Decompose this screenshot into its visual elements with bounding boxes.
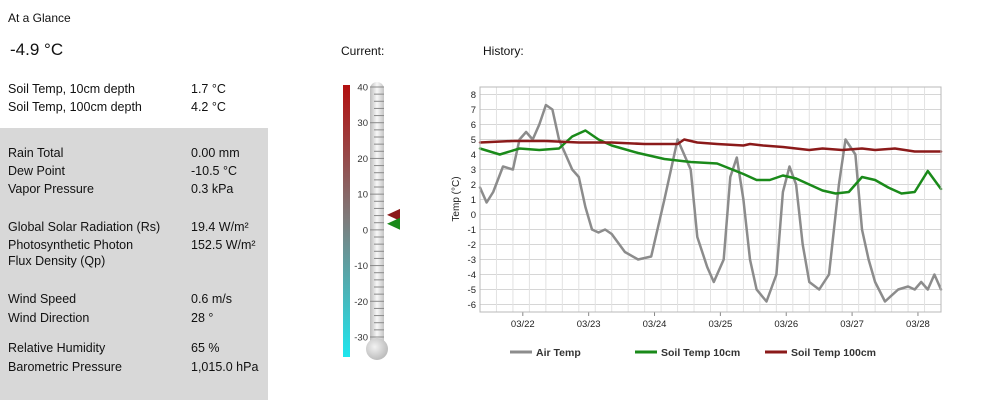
y-tick-label: 6 [471,120,476,131]
current-heading: Current: [341,44,385,58]
history-heading: History: [483,44,524,58]
y-tick-label: 5 [471,135,476,146]
y-tick-label: 0 [471,210,476,221]
reading-label: Relative Humidity [8,341,106,355]
legend-soil-temp-100cm-label: Soil Temp 100cm [791,347,876,359]
thermometer-bulb [366,338,388,360]
reading-value: 0.6 m/s [191,292,232,306]
soil-temp-10cm-line [478,129,943,195]
reading-value: 4.2 °C [191,100,226,114]
history-chart: 8 7 6 5 4 3 2 1 0 -1 -2 -3 -4 -5 -6 03/22 03/23 03/24 03/… [451,86,943,359]
x-tick-label: 03/23 [577,319,601,330]
thermometer-scale-label: -10 [354,261,368,272]
air-temp-line [478,103,943,303]
thermometer-scale-label: 0 [363,225,368,236]
reading-value: 1,015.0 hPa [191,360,259,374]
y-tick-label: -3 [468,255,476,266]
x-tick-label: 03/26 [774,319,798,330]
legend-soil-temp-10cm-label: Soil Temp 10cm [661,347,740,359]
thermometer-marker-soil-100cm [387,208,400,221]
thermometer-marker-soil-10cm [387,217,400,230]
thermometer-scale-label: -20 [354,297,368,308]
reading-row: Soil Temp, 100cm depth 4.2 °C [8,100,270,116]
reading-row: Dew Point -10.5 °C [8,164,270,180]
x-tick-label: 03/25 [708,319,732,330]
reading-label: Wind Direction [8,311,90,325]
y-tick-label: -4 [468,270,476,281]
reading-row: Photosynthetic Photon Flux Density (Qp) … [8,238,270,270]
plot-frame [479,86,942,313]
reading-value: 28 ° [191,311,214,325]
reading-value: -10.5 °C [191,164,237,178]
reading-row: Vapor Pressure 0.3 kPa [8,182,270,198]
reading-row: Global Solar Radiation (Rs) 19.4 W/m² [8,220,270,236]
reading-label: Wind Speed [8,292,77,306]
legend-air-temp-label: Air Temp [536,347,581,359]
y-tick-label: 1 [471,195,476,206]
thermometer-scale-label: 40 [357,83,368,94]
thermometer-gauge: 40 30 20 10 0 -10 -20 -30 [343,82,400,360]
y-tick-label: -2 [468,240,476,251]
reading-row: Relative Humidity 65 % [8,341,270,357]
reading-label: Dew Point [8,164,65,178]
reading-value: 65 % [191,341,220,355]
reading-value: 19.4 W/m² [191,220,249,234]
y-tick-label: 7 [471,105,476,116]
reading-row: Soil Temp, 10cm depth 1.7 °C [8,82,270,98]
y-tick-label: 4 [471,150,476,161]
reading-label: Rain Total [8,146,64,160]
reading-row: Wind Direction 28 ° [8,311,270,327]
details-background [0,128,268,400]
thermometer-scale-label: -30 [354,333,368,344]
x-tick-label: 03/22 [511,319,535,330]
reading-row: Barometric Pressure 1,015.0 hPa [8,360,270,376]
reading-label-continued: Flux Density (Qp) [8,254,106,268]
thermometer-scale-label: 10 [357,190,368,201]
x-tick-label: 03/27 [840,319,864,330]
reading-value: 0.00 mm [191,146,240,160]
reading-label: Soil Temp, 100cm depth [8,100,142,114]
y-axis-label: Temp (°C) [451,176,462,221]
soil-temp-100cm-line [478,138,943,153]
reading-label: Barometric Pressure [8,360,122,374]
reading-value: 0.3 kPa [191,182,234,196]
current-air-temp: -4.9 °C [10,40,64,59]
thermometer-scale-label: 20 [357,154,368,165]
y-tick-label: 2 [471,180,476,191]
reading-value: 152.5 W/m² [191,238,256,252]
thermometer-tube [370,82,384,348]
y-tick-label: -5 [468,285,476,296]
y-tick-label: 8 [471,90,476,101]
color-scale-bar [343,85,350,357]
reading-label: Photosynthetic Photon [8,238,134,252]
reading-label: Vapor Pressure [8,182,94,196]
y-tick-label: -6 [468,300,476,311]
reading-row: Rain Total 0.00 mm [8,146,270,162]
x-tick-label: 03/28 [906,319,930,330]
x-tick-label: 03/24 [643,319,667,330]
panel-title: At a Glance [8,11,71,25]
y-tick-label: 3 [471,165,476,176]
reading-value: 1.7 °C [191,82,226,96]
reading-label: Global Solar Radiation (Rs) [8,220,161,234]
thermometer-scale-label: 30 [357,118,368,129]
y-tick-label: -1 [468,225,476,236]
reading-label: Soil Temp, 10cm depth [8,82,135,96]
reading-row: Wind Speed 0.6 m/s [8,292,270,308]
